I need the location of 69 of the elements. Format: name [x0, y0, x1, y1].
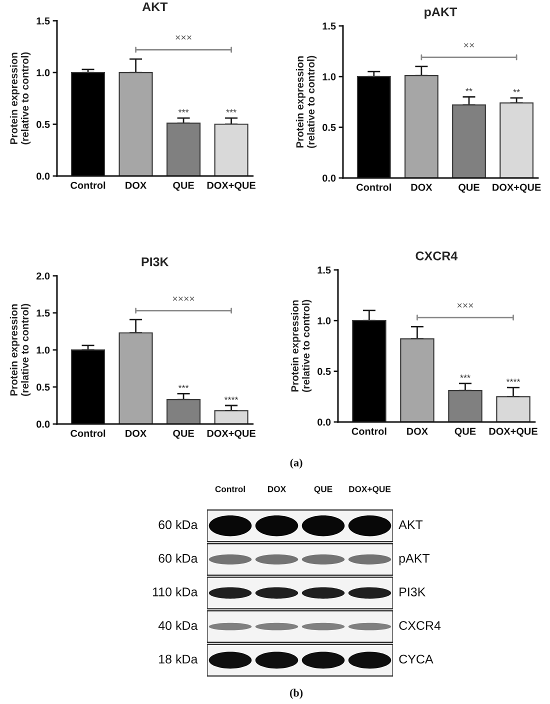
category-label: Control [215, 486, 245, 492]
annotation: ×××× [172, 296, 194, 301]
category-label: 110 kDa [153, 587, 198, 596]
y-tick-label: 1.5 [36, 18, 50, 24]
x-tick-label: DOX+QUE [207, 182, 256, 191]
category-label: CYCA [399, 654, 434, 664]
x-tick-label: Control [352, 428, 386, 435]
y-tick-label: 0.5 [36, 120, 50, 128]
category-label: CXCR4 [399, 621, 441, 630]
y-tick-label: 0.5 [36, 384, 50, 391]
annotation: *** [178, 109, 189, 112]
chart-title: CXCR4 [416, 251, 458, 260]
category-label: 40 kDa [158, 620, 198, 630]
y-tick-label: 0.0 [322, 174, 336, 182]
y-tick-label: 1.0 [36, 346, 50, 354]
y-tick-label: 0.5 [322, 124, 336, 132]
category-label: PI3K [400, 588, 426, 596]
y-tick-label: 1.5 [36, 310, 50, 317]
x-tick-label: Control [356, 184, 391, 191]
category-label: AKT [398, 520, 423, 530]
y-tick-label: 1.0 [322, 73, 336, 80]
annotation: ××× [176, 35, 192, 40]
chart-title: PI3K [142, 257, 169, 266]
x-tick-label: Control [70, 182, 106, 189]
annotation: ** [513, 89, 520, 92]
annotation: ×× [464, 43, 474, 48]
chart-title: AKT [142, 2, 168, 12]
y-tick-label: 0.0 [36, 420, 50, 428]
y-axis-title: Protein expression (relative to control) [10, 52, 31, 144]
y-axis-title: Protein expression (relative to control) [10, 304, 31, 396]
x-tick-label: DOX [126, 430, 147, 437]
x-tick-label: QUE [454, 428, 476, 437]
category-label: 60 kDa [158, 520, 198, 530]
x-tick-label: DOX+QUE [492, 184, 541, 193]
category-label: 18 kDa [159, 654, 198, 664]
y-tick-label: 0.5 [318, 368, 331, 376]
y-tick-label: 1.0 [36, 69, 50, 76]
x-tick-label: QUE [173, 182, 194, 191]
x-tick-label: QUE [173, 430, 194, 439]
annotation: ** [466, 88, 472, 92]
annotation: *** [178, 384, 189, 388]
category-label: DOX [268, 486, 286, 492]
x-tick-label: QUE [458, 184, 480, 193]
annotation: *** [226, 109, 236, 112]
category-label: QUE [314, 486, 332, 494]
y-tick-label: 1.0 [318, 317, 331, 324]
y-axis-title: Protein expression (relative to control) [296, 56, 317, 148]
annotation: **** [506, 378, 520, 382]
y-tick-label: 1.5 [322, 22, 336, 30]
category-label: DOX+QUE [349, 486, 391, 494]
category-label: 60 kDa [158, 554, 198, 563]
y-tick-label: 0.0 [318, 418, 331, 426]
x-tick-label: DOX [407, 428, 428, 435]
annotation: **** [224, 396, 238, 400]
x-tick-label: DOX+QUE [207, 430, 256, 439]
text: (b) [290, 688, 303, 699]
chart-title: pAKT [424, 8, 457, 19]
y-tick-label: 2.0 [36, 272, 50, 280]
y-axis-title: Protein expression (relative to control) [290, 300, 312, 392]
y-tick-label: 1.5 [318, 266, 331, 274]
x-tick-label: Control [70, 430, 106, 437]
category-label: pAKT [399, 554, 430, 566]
annotation: *** [460, 374, 470, 378]
x-tick-label: DOX+QUE [489, 428, 538, 437]
x-tick-label: DOX [126, 182, 147, 189]
annotation: ××× [457, 303, 474, 308]
x-tick-label: DOX [411, 184, 432, 191]
y-tick-label: 0.0 [36, 172, 50, 180]
text: (a) [290, 458, 302, 469]
